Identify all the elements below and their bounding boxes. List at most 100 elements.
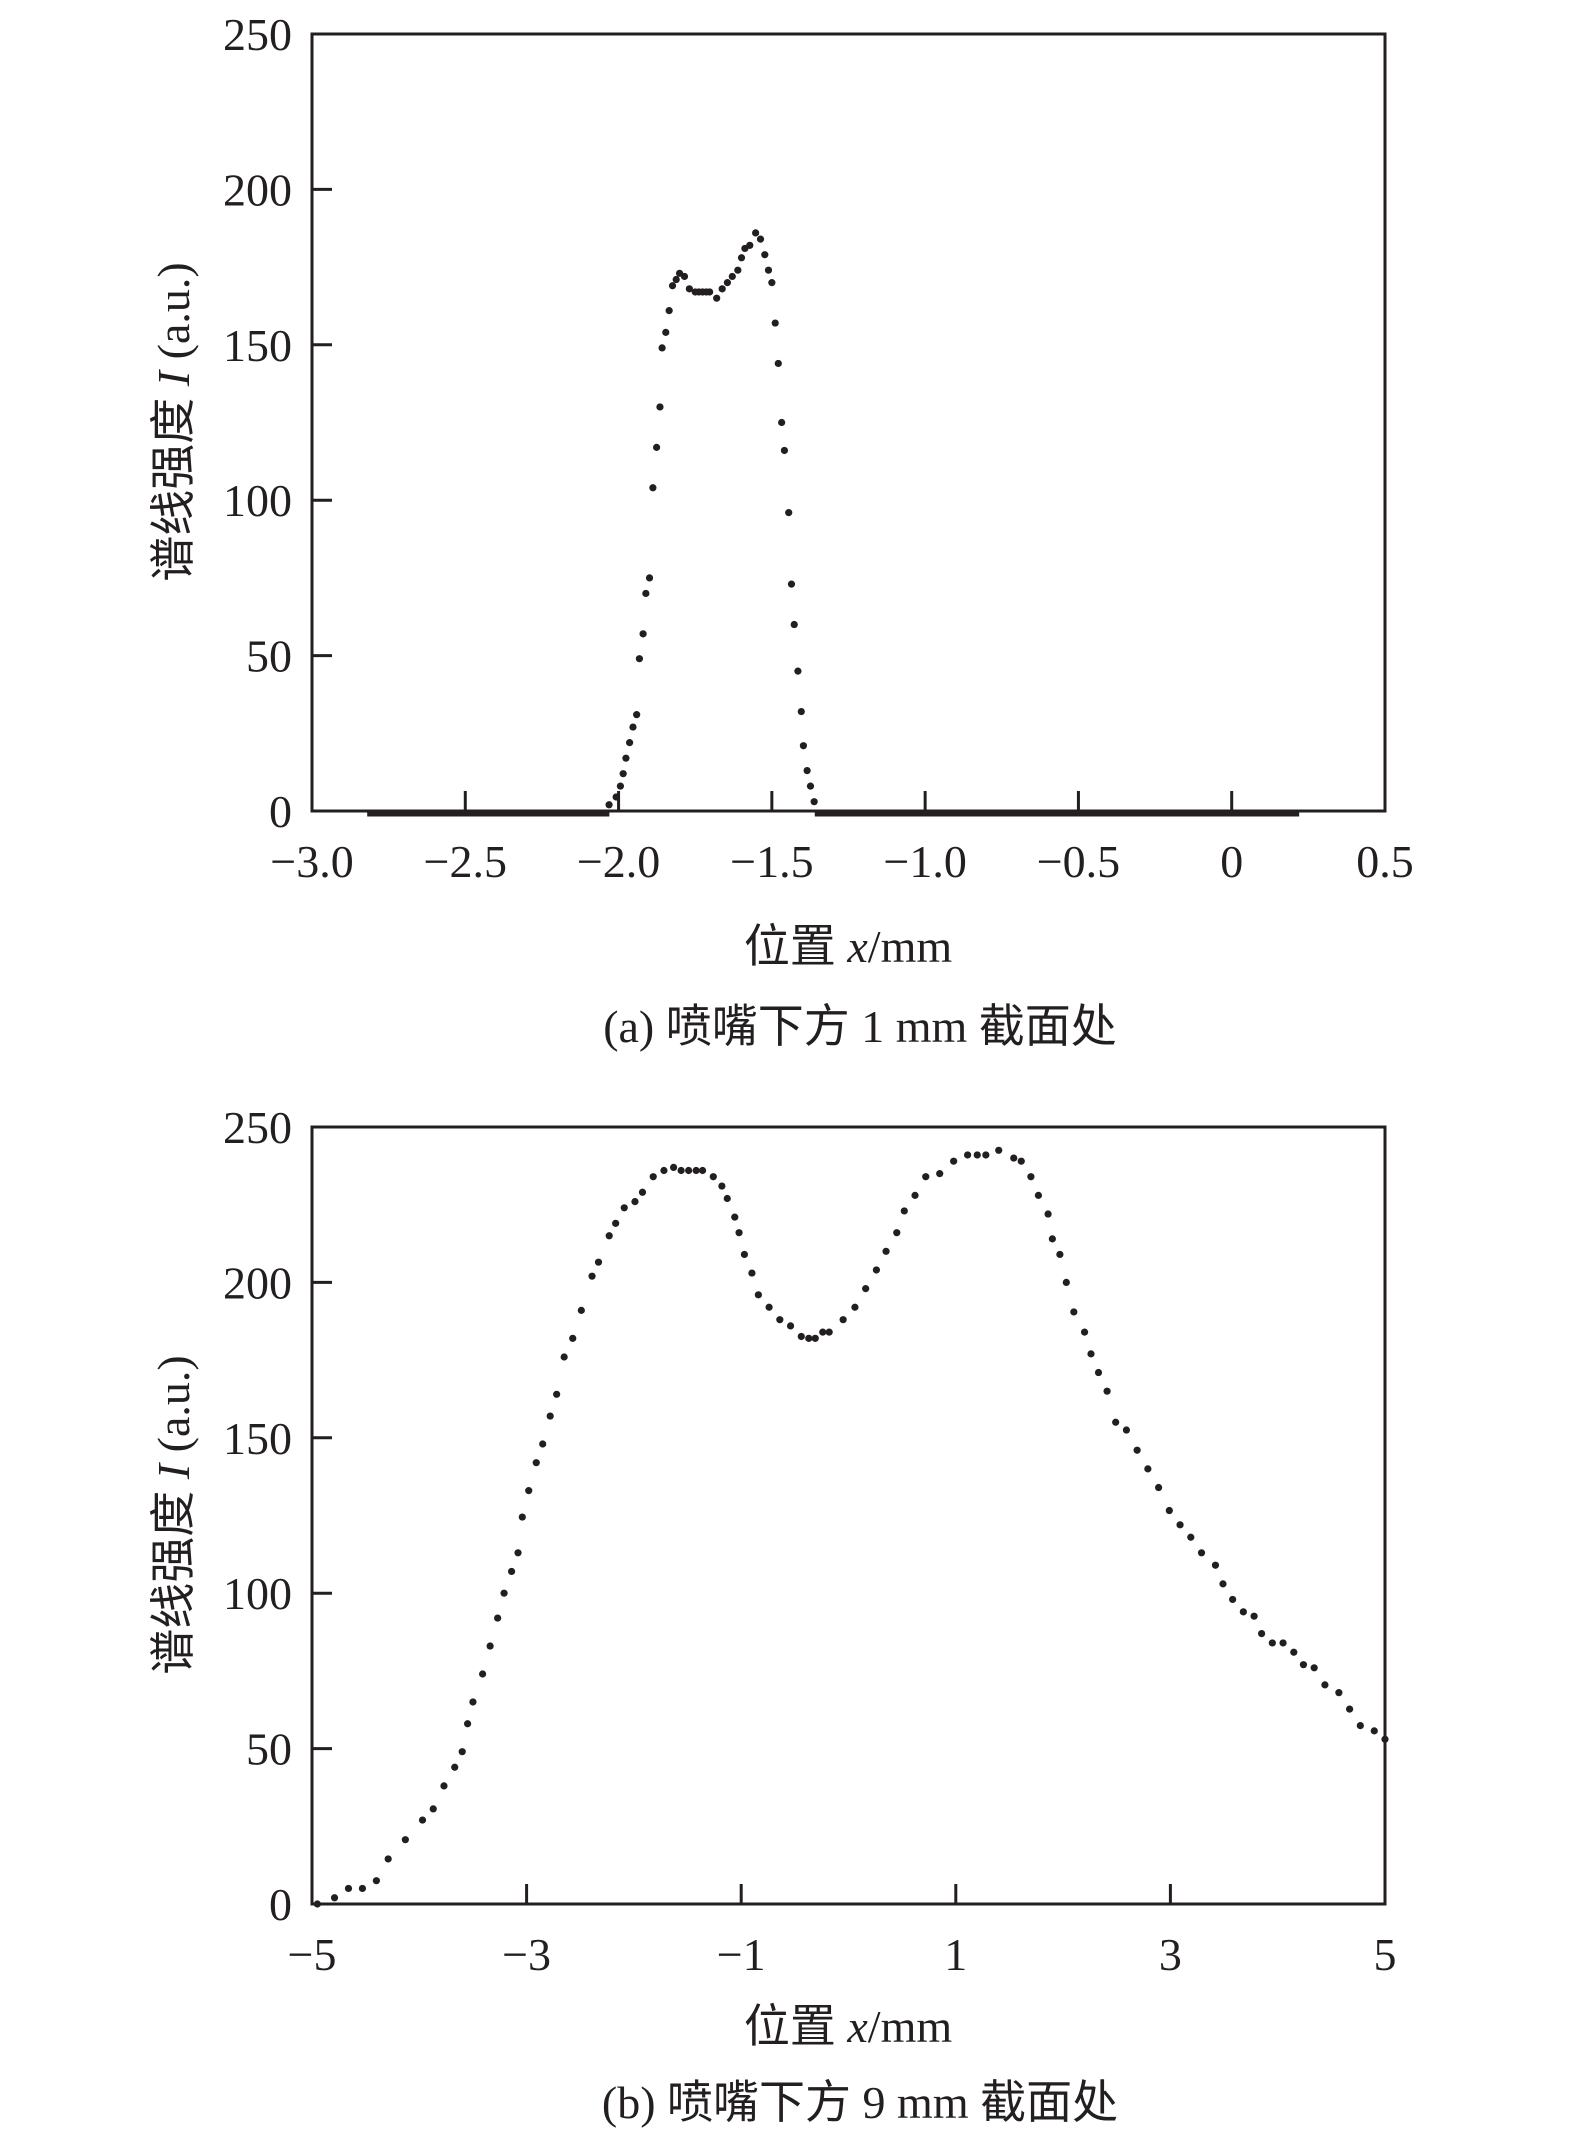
chart-b-x-tick-label: 5: [1374, 1929, 1397, 1980]
chart-a-data-point: [764, 266, 773, 274]
chart-b-data-point: [936, 1170, 944, 1178]
chart-a-data-point: [658, 344, 666, 352]
chart-b-data-point: [1187, 1533, 1195, 1541]
chart-a-data-point: [665, 307, 673, 315]
chart-b-data-point: [440, 1782, 448, 1790]
chart-b-y-tick-label: 150: [223, 1413, 292, 1464]
chart-b-data-point: [1048, 1235, 1056, 1243]
chart-a-data-point: [790, 620, 798, 629]
chart-b-data-point: [1197, 1549, 1206, 1557]
chart-b-data-point: [1087, 1350, 1095, 1358]
x-label-text: 位置: [743, 2001, 848, 2052]
chart-b-data-point: [735, 1229, 743, 1237]
chart-a-data-point: [629, 723, 637, 731]
chart-a-data-point: [713, 294, 721, 302]
chart-b-data-point: [718, 1182, 726, 1190]
chart-a-x-tick-label: −0.5: [1037, 836, 1120, 887]
chart-b-data-point: [358, 1884, 367, 1893]
chart-b-data-point: [765, 1303, 773, 1311]
chart-b-data-point: [451, 1763, 459, 1771]
chart-a-data-point: [771, 319, 779, 327]
chart-b-data-point: [786, 1322, 795, 1330]
chart-a-data-point: [797, 707, 805, 716]
chart-b-data-point: [731, 1213, 739, 1221]
chart-b-data-point: [964, 1151, 972, 1159]
chart-b-data-point: [1154, 1483, 1163, 1492]
chart-b-data-point: [811, 1334, 819, 1342]
chart-b-data-point: [911, 1191, 919, 1199]
chart-b-data-point: [631, 1197, 639, 1206]
y-label-text: 谱线强度: [148, 386, 199, 582]
chart-b-data-point: [1279, 1639, 1287, 1647]
chart-b-data-point: [1370, 1727, 1378, 1735]
chart-b-y-tick-label: 50: [246, 1724, 292, 1775]
chart-b-data-point: [1112, 1418, 1120, 1426]
chart-a-y-tick-label: 200: [223, 164, 292, 215]
chart-b-x-tick-label: −1: [717, 1929, 766, 1980]
chart-b-x-tick-label: −5: [288, 1929, 337, 1980]
chart-b-data-point: [1010, 1154, 1018, 1162]
chart-a-x-tick-label: −3.0: [270, 836, 353, 887]
chart-b-data-point: [893, 1229, 901, 1237]
chart-a-data-point: [685, 285, 693, 293]
chart-b-data-point: [638, 1188, 647, 1196]
chart-a-data-point: [642, 589, 650, 598]
chart-b-data-point: [1027, 1173, 1035, 1181]
chart-b-data-point: [1335, 1689, 1343, 1697]
y-label-unit: (a.u.): [148, 262, 199, 371]
chart-b-y-tick-label: 200: [223, 1257, 292, 1308]
chart-a-data-point: [605, 801, 613, 809]
chart-a-x-tick-label: 0: [1220, 836, 1243, 887]
chart-b-data-point: [594, 1258, 603, 1266]
chart-b-data-point: [577, 1306, 585, 1314]
chart-a-y-tick-label: 150: [223, 320, 292, 371]
chart-b-data-point: [514, 1549, 522, 1557]
x-label-unit: /mm: [867, 921, 953, 972]
chart-b-data-point: [872, 1266, 880, 1274]
chart-b-data-point: [776, 1316, 784, 1324]
chart-b-data-point: [1017, 1157, 1025, 1165]
chart-b-data-point: [344, 1884, 353, 1893]
chart-a-data-point: [780, 446, 789, 455]
chart-b-data-point: [862, 1285, 870, 1293]
chart-a-y-tick-label: 50: [246, 631, 292, 682]
chart-a-data-point: [662, 328, 670, 336]
chart-b-data-point: [532, 1459, 540, 1467]
x-label-var: x: [847, 921, 868, 972]
chart-a-plot-frame: [310, 32, 1387, 813]
chart-a-data-point: [746, 241, 754, 249]
chart-a-data-point: [649, 484, 657, 492]
chart-b-data-point: [900, 1207, 908, 1215]
chart-b-data-point: [1144, 1465, 1152, 1473]
chart-b-data-point: [748, 1269, 756, 1277]
chart-a-data-point: [633, 711, 641, 719]
chart-b-x-tick-label: 1: [944, 1929, 967, 1980]
chart-b-data-point: [805, 1334, 813, 1342]
chart-b-data-point: [539, 1440, 547, 1448]
chart-b-data-point: [469, 1698, 477, 1706]
chart-b-data-point: [1310, 1664, 1318, 1672]
chart-b-data-point: [569, 1334, 577, 1342]
chart-b-data-point: [819, 1328, 827, 1336]
chart-b-y-tick-label: 100: [223, 1568, 292, 1619]
y-label-var: I: [148, 370, 199, 387]
chart-a-data-point: [612, 793, 620, 801]
chart-b-data-point: [851, 1303, 859, 1311]
chart-a-y-axis-label: 谱线强度 I (a.u.): [137, 262, 203, 581]
chart-a-data-point: [794, 667, 802, 675]
chart-a-data-point: [774, 359, 782, 368]
chart-b-x-tick-label: −3: [502, 1929, 551, 1980]
chart-b-data-point: [709, 1173, 717, 1181]
chart-b-data-point: [754, 1291, 762, 1299]
chart-b-data-point: [620, 1204, 628, 1212]
chart-a-x-tick-label: −2.0: [577, 836, 660, 887]
chart-b-data-point: [685, 1166, 693, 1175]
chart-b-data-point: [1229, 1595, 1237, 1604]
chart-b-data-point: [463, 1720, 472, 1728]
chart-b-data-point: [1258, 1630, 1266, 1638]
chart-b-data-point: [1299, 1661, 1308, 1669]
chart-b-x-tick-label: 3: [1159, 1929, 1182, 1980]
y-label-text: 谱线强度: [148, 1479, 199, 1675]
chart-b-y-tick-label: 0: [269, 1879, 292, 1930]
chart-b-data-point: [588, 1272, 596, 1280]
